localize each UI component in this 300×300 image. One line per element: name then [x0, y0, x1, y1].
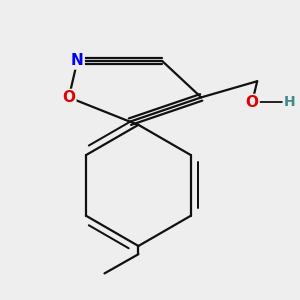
Text: O: O — [246, 95, 259, 110]
Text: N: N — [71, 53, 84, 68]
Text: H: H — [284, 95, 295, 110]
Text: O: O — [62, 90, 75, 105]
